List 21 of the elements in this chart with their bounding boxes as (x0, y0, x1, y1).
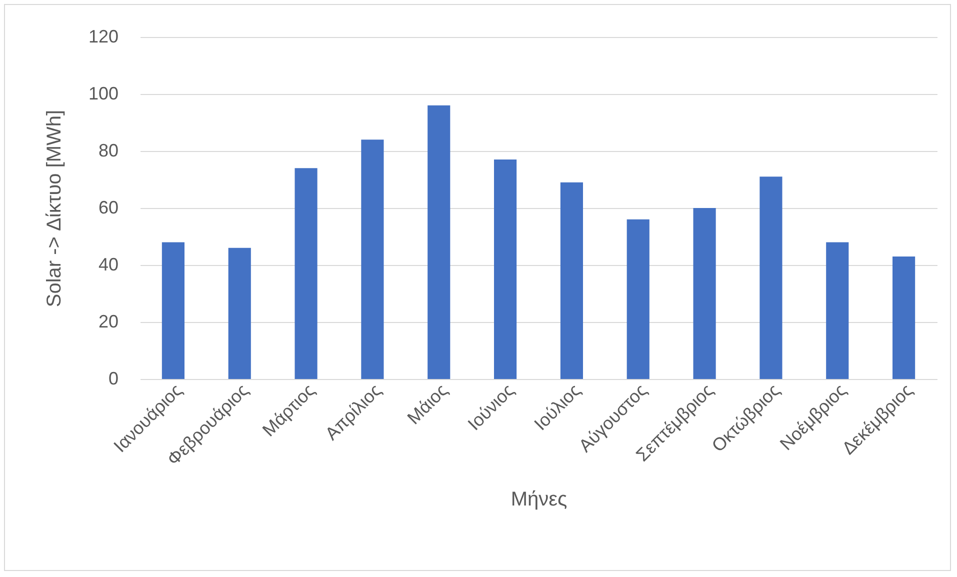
bar (494, 160, 517, 379)
y-tick-label: 120 (88, 26, 118, 46)
bar (361, 140, 384, 379)
y-tick-label: 0 (108, 368, 118, 388)
bar (162, 242, 184, 379)
y-axis-title: Solar -> Δίκτυο [MWh] (43, 110, 66, 308)
y-tick-label: 60 (98, 198, 118, 218)
y-tick-label: 40 (98, 254, 118, 274)
bar (294, 168, 318, 379)
bar (560, 182, 583, 379)
bar (892, 256, 916, 379)
bar (228, 248, 251, 379)
bar (693, 208, 716, 379)
bar (626, 219, 650, 379)
y-tick-label: 100 (88, 84, 118, 104)
bar (760, 176, 782, 379)
x-axis-title: Μήνες (510, 488, 568, 510)
bar (428, 105, 450, 379)
y-tick-label: 20 (98, 312, 118, 332)
bar (826, 242, 849, 379)
y-tick-label: 80 (98, 140, 118, 160)
